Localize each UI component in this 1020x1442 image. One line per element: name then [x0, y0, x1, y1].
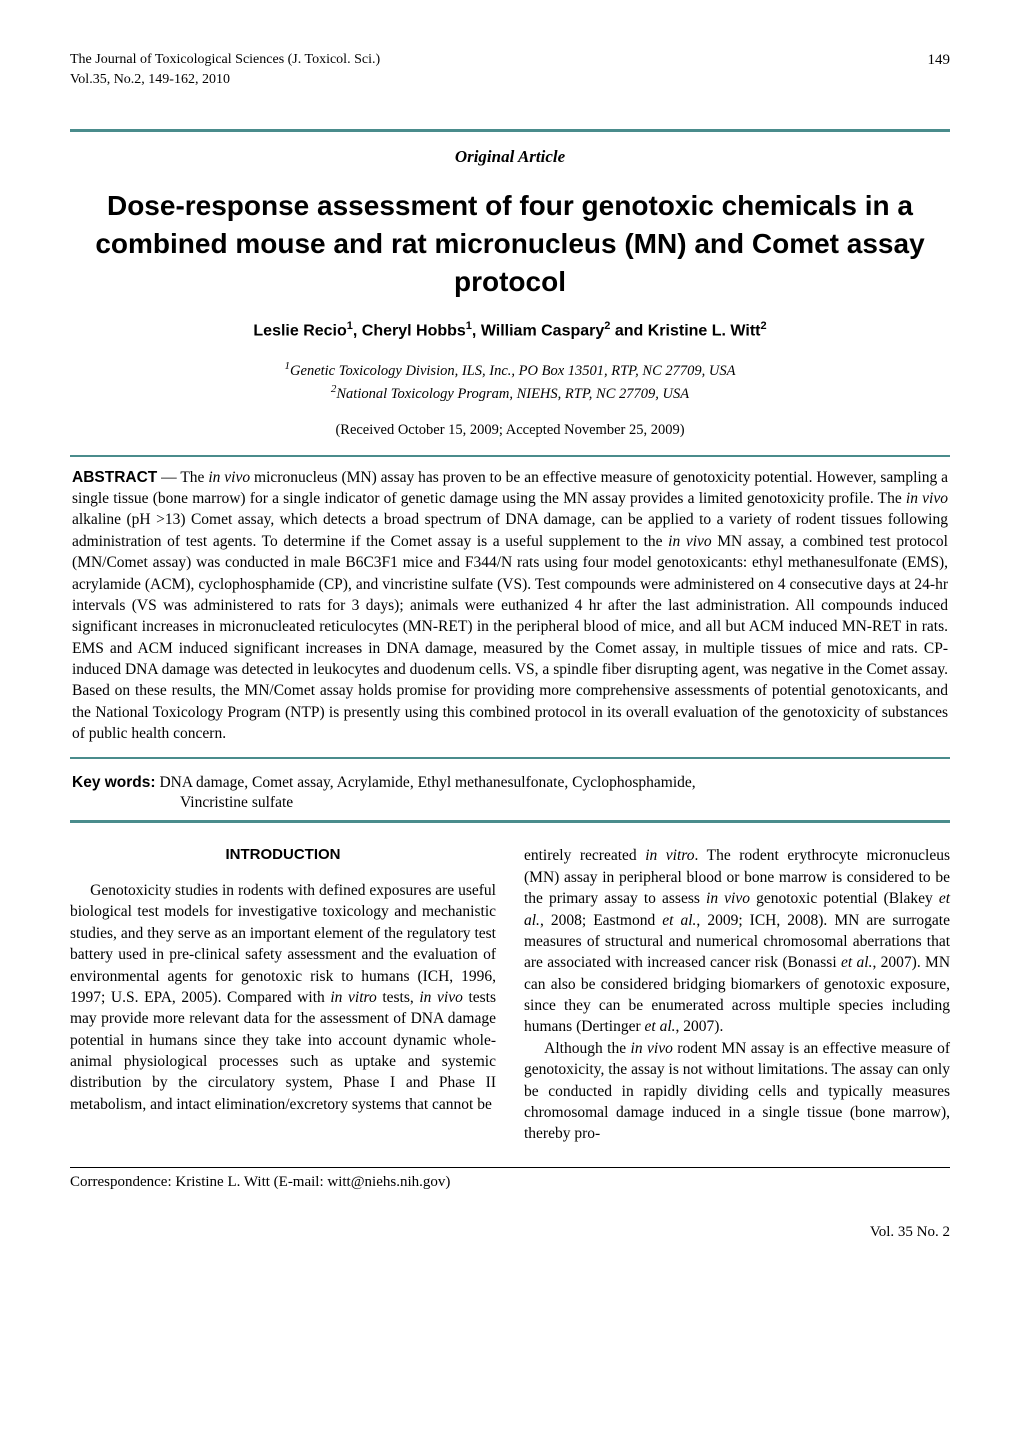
- abstract-text: The in vivo micronucleus (MN) assay has …: [72, 469, 948, 743]
- keywords-rule: [70, 820, 950, 823]
- intro-paragraph-right-2: Although the in vivo rodent MN assay is …: [524, 1038, 950, 1145]
- affiliation-1: Genetic Toxicology Division, ILS, Inc., …: [290, 363, 735, 379]
- footer-volume: Vol. 35 No. 2: [70, 1222, 950, 1242]
- received-dates: (Received October 15, 2009; Accepted Nov…: [70, 421, 950, 441]
- keywords-label: Key words:: [72, 774, 156, 791]
- journal-issue: Vol.35, No.2, 149-162, 2010: [70, 70, 380, 90]
- footer-rule: [70, 1167, 950, 1168]
- top-rule: [70, 129, 950, 132]
- abstract-dash: —: [157, 469, 180, 486]
- affiliation-2: National Toxicology Program, NIEHS, RTP,…: [336, 386, 689, 402]
- body-columns: INTRODUCTION Genotoxicity studies in rod…: [70, 845, 950, 1144]
- section-heading-introduction: INTRODUCTION: [70, 845, 496, 866]
- keywords-line2: Vincristine sulfate: [72, 793, 950, 814]
- left-column: INTRODUCTION Genotoxicity studies in rod…: [70, 845, 496, 1144]
- affiliations: 1Genetic Toxicology Division, ILS, Inc.,…: [70, 359, 950, 405]
- intro-paragraph-left: Genotoxicity studies in rodents with def…: [70, 880, 496, 1115]
- intro-paragraph-right-1: entirely recreated in vitro. The rodent …: [524, 845, 950, 1037]
- correspondence: Correspondence: Kristine L. Witt (E-mail…: [70, 1172, 950, 1192]
- article-title: Dose-response assessment of four genotox…: [70, 187, 950, 300]
- keywords: Key words: DNA damage, Comet assay, Acry…: [70, 773, 950, 815]
- abstract-label: ABSTRACT: [72, 469, 157, 486]
- authors: Leslie Recio1, Cheryl Hobbs1, William Ca…: [70, 319, 950, 342]
- journal-name: The Journal of Toxicological Sciences (J…: [70, 50, 380, 70]
- abstract: ABSTRACT — The in vivo micronucleus (MN)…: [70, 455, 950, 759]
- article-type: Original Article: [70, 146, 950, 169]
- right-column: entirely recreated in vitro. The rodent …: [524, 845, 950, 1144]
- page-number: 149: [928, 50, 951, 70]
- keywords-line1: DNA damage, Comet assay, Acrylamide, Eth…: [156, 774, 696, 791]
